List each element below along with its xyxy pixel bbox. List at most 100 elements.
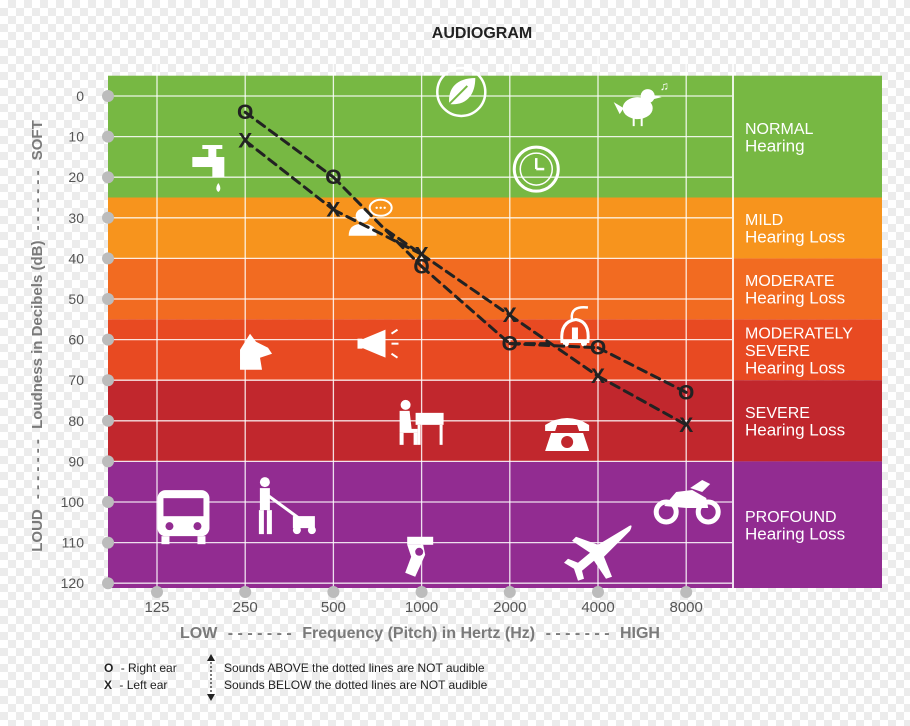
- piano-icon: [399, 399, 444, 445]
- y-tick-dot-30: [102, 211, 114, 224]
- point-O-250: O: [237, 101, 253, 124]
- x-axis-title: LOW - - - - - - - Frequency (Pitch) in H…: [180, 625, 660, 642]
- band-1: [108, 197, 882, 259]
- y-axis-title-dashes-2: - - - - - - -: [29, 170, 46, 230]
- y-tick-dot-90: [102, 455, 114, 468]
- band-label-3-line-0: MODERATELY: [745, 325, 853, 342]
- y-tick-label-90: 90: [68, 453, 84, 469]
- y-tick-label-120: 120: [61, 575, 85, 591]
- x-tick-label-250: 250: [233, 599, 258, 616]
- megaphone-icon: [357, 328, 399, 359]
- point-O-1000: O: [413, 256, 429, 279]
- series-X-segment-0: [243, 139, 335, 212]
- point-O-2000: O: [502, 333, 518, 356]
- y-tick-dot-100: [102, 496, 114, 508]
- band-label-1-line-1: Hearing Loss: [745, 228, 845, 247]
- y-tick-label-100: 100: [61, 494, 85, 510]
- band-label-4-line-1: Hearing Loss: [745, 421, 845, 440]
- y-tick-label-30: 30: [68, 210, 84, 226]
- x-axis-title-high: HIGH: [620, 625, 660, 642]
- x-tick-dot-4000: [592, 586, 604, 598]
- point-X-2000: X: [503, 304, 517, 327]
- clock-icon: [512, 145, 560, 193]
- y-axis-title-main: Loudness in Decibels (dB): [29, 241, 46, 429]
- y-tick-dot-20: [102, 171, 114, 184]
- airplane-icon: [564, 525, 632, 581]
- svg-text:LOUD - - - - - - -: LOUD - - - - - - - Loudness in Decibels …: [29, 120, 46, 552]
- y-tick-label-110: 110: [62, 535, 85, 551]
- y-tick-dot-70: [102, 374, 114, 387]
- svg-text:♫: ♫: [660, 79, 669, 93]
- audiogram-lines: [243, 110, 688, 427]
- telephone-icon: [545, 417, 590, 451]
- point-O-500: O: [325, 166, 341, 189]
- y-tick-dot-60: [102, 333, 114, 346]
- x-tick-label-1000: 1000: [405, 599, 438, 616]
- point-X-500: X: [326, 199, 340, 222]
- x-tick-label-2000: 2000: [493, 599, 526, 616]
- series-O-segment-0: [243, 110, 335, 179]
- y-tick-label-50: 50: [68, 291, 84, 307]
- series-X-segment-1: [331, 208, 424, 256]
- y-tick-label-80: 80: [68, 413, 84, 429]
- y-tick-dot-10: [102, 130, 114, 143]
- band-label-0-line-0: NORMAL: [745, 121, 814, 138]
- legend-left-ear-text: - Left ear: [119, 678, 167, 692]
- legend-below-text: Sounds BELOW the dotted lines are NOT au…: [224, 678, 488, 692]
- point-X-1000: X: [415, 243, 429, 266]
- y-tick-dot-120: [102, 577, 114, 590]
- x-tick-dot-2000: [503, 586, 516, 598]
- faucet-icon: [192, 145, 225, 193]
- y-tick-label-40: 40: [68, 250, 84, 266]
- motorcycle-icon: [653, 480, 721, 525]
- y-tick-label-60: 60: [68, 332, 84, 348]
- point-O-8000: O: [678, 381, 694, 404]
- y-tick-label-10: 10: [68, 129, 84, 145]
- leaf-icon: [436, 66, 487, 118]
- band-label-4-line-0: SEVERE: [745, 405, 810, 422]
- x-tick-dot-250: [239, 586, 252, 598]
- series-X-segment-2: [420, 252, 512, 317]
- x-axis-title-main: Frequency (Pitch) in Hertz (Hz): [302, 625, 535, 642]
- grid-lines: [108, 56, 732, 588]
- panel-separator: [732, 56, 734, 588]
- legend-above-text: Sounds ABOVE the dotted lines are NOT au…: [224, 661, 485, 675]
- y-tick-label-0: 0: [76, 88, 84, 104]
- x-tick-dot-500: [327, 586, 340, 598]
- series-O-segment-2: [420, 265, 512, 346]
- legend-left-ear-symbol: X: [104, 678, 112, 692]
- series-O-segment-4: [596, 346, 688, 394]
- y-axis-title-top: SOFT: [29, 120, 46, 160]
- point-X-4000: X: [591, 365, 605, 388]
- x-tick-label-125: 125: [144, 599, 169, 616]
- band-label-2-line-1: Hearing Loss: [745, 289, 845, 308]
- band-label-5-line-1: Hearing Loss: [745, 524, 845, 543]
- bus-icon: [157, 490, 210, 545]
- connector-0: [384, 228, 424, 256]
- chart-title: AUDIOGRAM: [432, 25, 532, 42]
- lawnmower-icon: [258, 477, 316, 535]
- band-label-5-line-0: PROFOUND: [745, 509, 837, 526]
- band-5: [108, 461, 882, 588]
- x-axis-title-low: LOW: [180, 625, 218, 642]
- y-tick-dot-40: [102, 252, 114, 265]
- band-label-3-line-1: SEVERE: [745, 343, 810, 360]
- y-axis-title: LOUD - - - - - - - Loudness in Decibels …: [29, 120, 46, 552]
- gun-icon: [405, 536, 434, 577]
- band-label-3-line-2: Hearing Loss: [745, 358, 845, 377]
- band-label-0-line-1: Hearing: [745, 136, 805, 155]
- x-axis: 125 250 500 1000 2000 4000 8000: [144, 586, 703, 616]
- svg-text:O - Right ear: O - Right ear: [104, 661, 177, 675]
- x-tick-dot-8000: [680, 586, 693, 598]
- sound-icons: ♫: [157, 66, 721, 581]
- x-tick-dot-125: [151, 586, 163, 598]
- series-X-segment-4: [596, 374, 688, 427]
- x-axis-title-dashes-2: - - - - - - -: [546, 625, 610, 642]
- point-X-250: X: [238, 130, 252, 153]
- bird-icon: ♫: [613, 79, 669, 127]
- svg-text:X - Left ear: X - Left ear: [104, 678, 167, 692]
- y-axis-title-bottom: LOUD: [29, 509, 46, 552]
